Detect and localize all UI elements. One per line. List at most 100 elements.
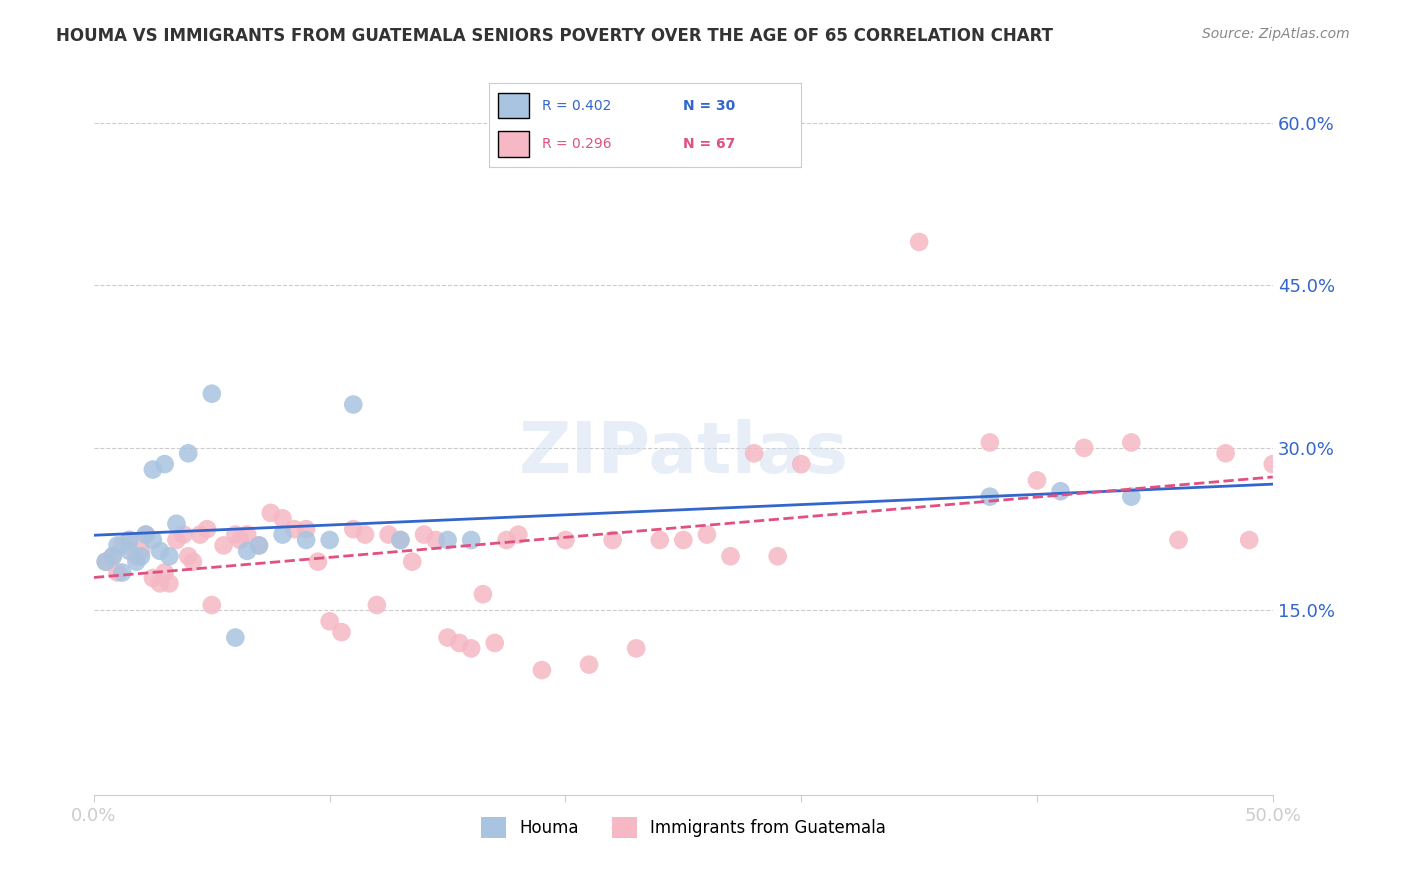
Point	[129, 549, 152, 564]
Point	[149, 576, 172, 591]
Point	[118, 533, 141, 547]
Point	[195, 522, 218, 536]
Point	[224, 631, 246, 645]
Point	[142, 571, 165, 585]
Point	[471, 587, 494, 601]
Point	[153, 457, 176, 471]
Text: Source: ZipAtlas.com: Source: ZipAtlas.com	[1202, 27, 1350, 41]
Point	[624, 641, 647, 656]
Point	[330, 625, 353, 640]
Point	[1121, 490, 1143, 504]
Point	[449, 636, 471, 650]
Point	[247, 538, 270, 552]
Point	[413, 527, 436, 541]
Point	[979, 490, 1001, 504]
Point	[979, 435, 1001, 450]
Point	[135, 527, 157, 541]
Point	[366, 598, 388, 612]
Point	[118, 533, 141, 547]
Point	[720, 549, 742, 564]
Point	[283, 522, 305, 536]
Point	[271, 511, 294, 525]
Point	[229, 533, 252, 547]
Point	[295, 533, 318, 547]
Point	[101, 549, 124, 564]
Point	[111, 566, 134, 580]
Point	[201, 386, 224, 401]
Point	[436, 631, 458, 645]
Point	[135, 527, 157, 541]
Point	[1121, 435, 1143, 450]
Point	[107, 566, 129, 580]
Point	[1073, 441, 1095, 455]
Legend: Houma, Immigrants from Guatemala: Houma, Immigrants from Guatemala	[474, 811, 893, 845]
Point	[602, 533, 624, 547]
Point	[389, 533, 412, 547]
Point	[271, 527, 294, 541]
Point	[94, 555, 117, 569]
Point	[101, 549, 124, 564]
Point	[129, 544, 152, 558]
Point	[377, 527, 399, 541]
Point	[177, 446, 200, 460]
Point	[389, 533, 412, 547]
Point	[342, 522, 364, 536]
Point	[295, 522, 318, 536]
Point	[157, 549, 180, 564]
Point	[236, 527, 259, 541]
Point	[307, 555, 329, 569]
Point	[554, 533, 576, 547]
Point	[742, 446, 765, 460]
Point	[436, 533, 458, 547]
Point	[696, 527, 718, 541]
Point	[648, 533, 671, 547]
Point	[165, 533, 187, 547]
Point	[142, 462, 165, 476]
Text: HOUMA VS IMMIGRANTS FROM GUATEMALA SENIORS POVERTY OVER THE AGE OF 65 CORRELATIO: HOUMA VS IMMIGRANTS FROM GUATEMALA SENIO…	[56, 27, 1053, 45]
Point	[260, 506, 283, 520]
Point	[401, 555, 423, 569]
Point	[484, 636, 506, 650]
Point	[354, 527, 377, 541]
Point	[460, 641, 482, 656]
Point	[118, 544, 141, 558]
Point	[111, 538, 134, 552]
Point	[318, 615, 340, 629]
Point	[188, 527, 211, 541]
Point	[1261, 457, 1284, 471]
Point	[94, 555, 117, 569]
Point	[1026, 474, 1049, 488]
Point	[177, 549, 200, 564]
Point	[1215, 446, 1237, 460]
Point	[342, 397, 364, 411]
Point	[247, 538, 270, 552]
Point	[790, 457, 813, 471]
Point	[201, 598, 224, 612]
Point	[672, 533, 695, 547]
Point	[181, 555, 204, 569]
Point	[125, 555, 148, 569]
Point	[107, 538, 129, 552]
Point	[495, 533, 517, 547]
Point	[212, 538, 235, 552]
Text: ZIPatlas: ZIPatlas	[519, 419, 848, 488]
Point	[1049, 484, 1071, 499]
Point	[578, 657, 600, 672]
Point	[142, 533, 165, 547]
Point	[153, 566, 176, 580]
Point	[157, 576, 180, 591]
Point	[425, 533, 447, 547]
Point	[1167, 533, 1189, 547]
Point	[530, 663, 553, 677]
Point	[149, 544, 172, 558]
Point	[318, 533, 340, 547]
Point	[165, 516, 187, 531]
Point	[766, 549, 789, 564]
Point	[236, 544, 259, 558]
Point	[508, 527, 530, 541]
Point	[173, 527, 195, 541]
Point	[125, 549, 148, 564]
Point	[908, 235, 931, 249]
Point	[460, 533, 482, 547]
Point	[224, 527, 246, 541]
